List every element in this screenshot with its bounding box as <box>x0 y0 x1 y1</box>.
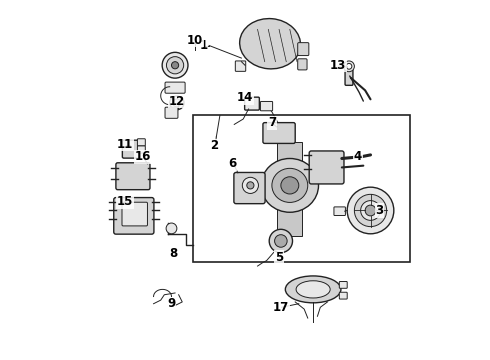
Text: 17: 17 <box>273 301 289 314</box>
Ellipse shape <box>243 177 258 193</box>
FancyBboxPatch shape <box>114 198 154 234</box>
Text: 6: 6 <box>228 157 237 170</box>
Ellipse shape <box>285 276 341 303</box>
Ellipse shape <box>272 168 308 202</box>
Text: 16: 16 <box>135 150 151 163</box>
FancyBboxPatch shape <box>339 282 347 288</box>
FancyBboxPatch shape <box>245 97 259 110</box>
Bar <box>277 142 302 235</box>
Ellipse shape <box>296 281 330 298</box>
Circle shape <box>346 63 352 69</box>
FancyBboxPatch shape <box>116 163 150 190</box>
FancyBboxPatch shape <box>260 102 272 111</box>
FancyBboxPatch shape <box>345 69 353 85</box>
Ellipse shape <box>361 201 380 220</box>
Ellipse shape <box>365 205 376 216</box>
Ellipse shape <box>162 52 188 78</box>
Ellipse shape <box>240 19 300 69</box>
Text: 1: 1 <box>200 39 208 52</box>
Text: 10: 10 <box>187 33 203 47</box>
Ellipse shape <box>167 57 184 74</box>
Ellipse shape <box>261 158 318 212</box>
Ellipse shape <box>274 235 287 247</box>
FancyBboxPatch shape <box>137 146 146 153</box>
FancyBboxPatch shape <box>122 202 147 226</box>
Ellipse shape <box>247 182 254 189</box>
FancyBboxPatch shape <box>298 59 307 70</box>
Ellipse shape <box>354 194 387 226</box>
FancyBboxPatch shape <box>334 207 345 216</box>
Ellipse shape <box>347 187 394 234</box>
Ellipse shape <box>170 96 184 110</box>
Ellipse shape <box>269 229 293 253</box>
Text: 15: 15 <box>117 195 133 208</box>
Text: 14: 14 <box>237 91 253 104</box>
FancyBboxPatch shape <box>339 292 347 299</box>
Text: 8: 8 <box>169 247 177 260</box>
Text: 3: 3 <box>375 204 384 217</box>
Text: 4: 4 <box>354 150 362 163</box>
Text: 9: 9 <box>168 297 175 310</box>
Text: 11: 11 <box>117 138 133 150</box>
Circle shape <box>343 61 354 72</box>
FancyBboxPatch shape <box>298 42 309 55</box>
FancyBboxPatch shape <box>122 140 140 158</box>
FancyBboxPatch shape <box>137 139 146 146</box>
Text: 2: 2 <box>211 139 219 152</box>
Text: 5: 5 <box>275 251 283 264</box>
FancyBboxPatch shape <box>165 82 185 93</box>
Ellipse shape <box>281 177 299 194</box>
Text: 12: 12 <box>169 95 185 108</box>
FancyBboxPatch shape <box>234 172 265 204</box>
FancyBboxPatch shape <box>165 107 178 118</box>
Text: 13: 13 <box>330 59 346 72</box>
FancyBboxPatch shape <box>263 123 295 143</box>
Ellipse shape <box>173 99 181 107</box>
FancyBboxPatch shape <box>309 151 344 184</box>
Ellipse shape <box>172 62 179 69</box>
FancyBboxPatch shape <box>235 61 245 71</box>
Circle shape <box>166 223 177 234</box>
Bar <box>193 116 410 262</box>
Text: 7: 7 <box>268 116 276 129</box>
